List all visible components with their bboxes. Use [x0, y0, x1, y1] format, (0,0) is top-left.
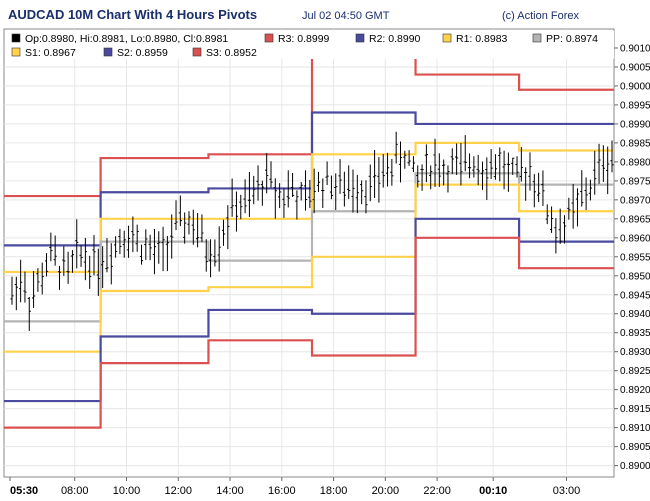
y-tick-label: 0.8990	[620, 119, 650, 130]
legend-swatch	[355, 33, 365, 43]
x-tick-label: 12:00	[164, 485, 192, 497]
y-tick-label: 0.8980	[620, 157, 650, 168]
pivot-line-s2	[4, 217, 614, 403]
y-tick-label: 0.8995	[620, 100, 650, 111]
y-axis: 0.8900 0.8905 0.8910 0.8915 0.8920 0.8925 0.89…	[614, 43, 650, 472]
x-tick-label: 20:00	[372, 485, 400, 497]
x-tick-label: 16:00	[268, 485, 296, 497]
legend-label: S2: 0.8959	[117, 47, 168, 59]
x-axis: 05:30 08:00 10:00 12:00 14:00 16:00 18:00 20:00…	[9, 477, 581, 497]
y-tick-label: 0.8965	[620, 214, 650, 225]
legend-swatch	[264, 33, 274, 43]
legend-swatch	[442, 33, 452, 43]
y-tick-label: 0.8925	[620, 366, 650, 377]
x-tick-label: 03:00	[553, 485, 581, 497]
legend-label: PP: 0.8974	[546, 33, 598, 45]
chart-source: (c) Action Forex	[502, 10, 580, 22]
y-tick-label: 0.8930	[620, 347, 650, 358]
legend-label: S1: 0.8967	[25, 47, 76, 59]
y-tick-label: 0.9000	[620, 81, 650, 92]
pivot-line-r1	[4, 141, 614, 274]
pivot-line-s3	[4, 236, 614, 429]
legend-label: R3: 0.8999	[278, 33, 330, 45]
y-tick-label: 0.9005	[620, 62, 650, 73]
chart-title: AUDCAD 10M Chart With 4 Hours Pivots	[8, 7, 257, 22]
x-tick-label: 05:30	[10, 485, 38, 497]
x-tick-label: 14:00	[216, 485, 244, 497]
pivot-line-pp	[4, 172, 614, 323]
legend-label: Op:0.8980, Hi:0.8981, Lo:0.8980, Cl:0.89…	[25, 33, 228, 45]
y-tick-label: 0.8970	[620, 195, 650, 206]
chart-datetime: Jul 02 04:50 GMT	[302, 10, 390, 22]
plot-area	[3, 28, 615, 478]
y-tick-label: 0.8985	[620, 138, 650, 149]
legend-swatch	[11, 47, 21, 57]
y-tick-label: 0.8910	[620, 423, 650, 434]
x-tick-label: 18:00	[320, 485, 348, 497]
y-tick-label: 0.9010	[620, 43, 650, 54]
pivot-line-r3	[4, 50, 614, 198]
legend-swatch	[532, 33, 542, 43]
legend-swatch	[192, 47, 202, 57]
legend-swatch	[11, 33, 21, 43]
y-tick-label: 0.8960	[620, 233, 650, 244]
pivot-lines	[4, 50, 614, 429]
x-tick-label: 00:10	[479, 485, 507, 497]
y-tick-label: 0.8950	[620, 271, 650, 282]
price-bars	[10, 131, 614, 331]
y-tick-label: 0.8900	[620, 461, 650, 472]
x-tick-label: 22:00	[423, 485, 451, 497]
pivot-line-s1	[4, 183, 614, 353]
y-tick-label: 0.8915	[620, 404, 650, 415]
x-tick-label: 10:00	[113, 485, 141, 497]
y-tick-label: 0.8975	[620, 176, 650, 187]
legend-swatch	[103, 47, 113, 57]
y-tick-label: 0.8940	[620, 309, 650, 320]
y-tick-label: 0.8945	[620, 290, 650, 301]
x-tick-label: 08:00	[61, 485, 89, 497]
y-tick-label: 0.8955	[620, 252, 650, 263]
legend: Op:0.8980, Hi:0.8981, Lo:0.8980, Cl:0.89…	[11, 33, 598, 59]
legend-label: S3: 0.8952	[206, 47, 257, 59]
y-tick-label: 0.8905	[620, 442, 650, 453]
legend-label: R1: 0.8983	[456, 33, 508, 45]
y-tick-label: 0.8935	[620, 328, 650, 339]
y-tick-label: 0.8920	[620, 385, 650, 396]
legend-label: R2: 0.8990	[369, 33, 421, 45]
